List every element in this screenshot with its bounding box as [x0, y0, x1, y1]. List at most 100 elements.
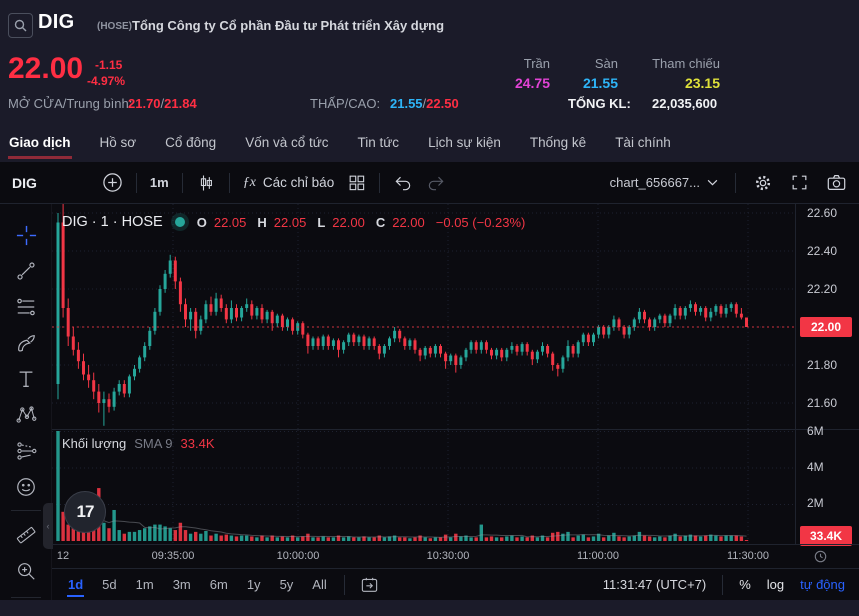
last-volume-axis-badge: 33.4K: [800, 526, 852, 546]
tab-thong-ke[interactable]: Thống kê: [529, 134, 587, 150]
open-average-label: MỞ CỬA/Trung bình:: [8, 96, 133, 111]
crosshair-tool[interactable]: [12, 221, 40, 249]
layout-grid-button[interactable]: [347, 173, 366, 192]
toolbar-divider: [181, 172, 183, 193]
time-axis[interactable]: 12 09:35:00 10:00:00 10:30:00 11:00:00 1…: [52, 544, 859, 568]
measure-ruler-tool[interactable]: [12, 521, 40, 549]
forecast-projection-tool[interactable]: [12, 437, 40, 465]
tab-lich-su-kien[interactable]: Lịch sự kiện: [428, 134, 501, 150]
percent-scale-toggle[interactable]: %: [739, 577, 751, 592]
emoji-tool[interactable]: [12, 473, 40, 501]
volume-axis-label: 4M: [807, 460, 824, 474]
tab-co-dong[interactable]: Cổ đông: [165, 134, 217, 150]
total-volume-label: TỔNG KL:: [568, 96, 631, 111]
text-tool[interactable]: [12, 365, 40, 393]
reference-label: Tham chiếu: [652, 56, 720, 71]
log-scale-toggle[interactable]: log: [766, 577, 785, 592]
indicators-label: Các chỉ báo: [262, 175, 335, 190]
time-axis-label: 11:00:00: [576, 550, 620, 562]
range-5y[interactable]: 5y: [279, 577, 294, 592]
tab-tai-chinh[interactable]: Tài chính: [615, 134, 671, 150]
volume-pane-chart[interactable]: [52, 430, 795, 544]
interval-button[interactable]: 1m: [149, 175, 169, 190]
toolbar-right-group: chart_656667...: [610, 172, 847, 193]
price-pane-candlestick-chart[interactable]: [52, 204, 795, 429]
candle-change-value: −0.05 (−0.23%): [435, 214, 526, 230]
ohlc-legend: DIG · 1 · HOSE O 22.05 H 22.05 L 22.00 C 22.…: [62, 214, 529, 230]
section-tabs: Giao dịch Hồ sơ Cổ đông Vốn và cổ tức Ti…: [8, 124, 672, 160]
chart-settings-button[interactable]: [753, 173, 773, 193]
candlestick-style-icon: [196, 173, 216, 193]
time-axis-clock-icon[interactable]: [814, 550, 827, 563]
price-change-percent: -4.97%: [87, 74, 126, 88]
trend-line-tool[interactable]: [12, 257, 40, 285]
fib-retracement-tool[interactable]: [12, 293, 40, 321]
snapshot-camera-button[interactable]: [826, 173, 847, 192]
indicators-button[interactable]: ƒx Các chỉ báo: [243, 175, 335, 191]
xabcd-pattern-tool[interactable]: [12, 401, 40, 429]
time-axis-label: 10:00:00: [276, 550, 320, 562]
volume-axis-label: 2M: [807, 496, 824, 510]
range-all[interactable]: All: [312, 577, 327, 592]
range-1d[interactable]: 1d: [67, 577, 85, 597]
volume-sma-label: SMA 9: [134, 436, 173, 451]
camera-icon: [826, 173, 847, 192]
volume-legend: Khối lượng SMA 9 33.4K: [62, 436, 215, 451]
price-axis-label: 21.80: [807, 358, 838, 372]
fullscreen-button[interactable]: [790, 173, 809, 192]
time-axis-label: 10:30:00: [426, 550, 470, 562]
symbol-search-button[interactable]: [8, 13, 33, 38]
brush-tool[interactable]: [12, 329, 40, 357]
redo-icon: [426, 174, 446, 192]
open-average-values: 21.70/21.84: [128, 96, 197, 111]
zoom-in-tool[interactable]: [12, 557, 40, 585]
chevron-left-icon: ‹: [46, 521, 50, 531]
toolbar-divider: [228, 172, 230, 193]
undo-button[interactable]: [393, 174, 413, 192]
range-1y[interactable]: 1y: [246, 577, 261, 592]
auto-scale-toggle[interactable]: tự động: [800, 577, 845, 592]
range-3m[interactable]: 3m: [172, 577, 191, 592]
pane-separator[interactable]: [52, 429, 859, 430]
sidebar-collapse-handle[interactable]: ‹: [43, 503, 53, 549]
range-5d[interactable]: 5d: [102, 577, 117, 592]
session-clock[interactable]: 11:31:47 (UTC+7): [602, 577, 707, 592]
tools-divider: [11, 510, 41, 511]
chart-layout-name-button[interactable]: chart_656667...: [610, 175, 718, 190]
tab-von-va-co-tuc[interactable]: Vốn và cổ tức: [245, 134, 329, 150]
tab-giao-dich[interactable]: Giao dịch: [8, 124, 72, 160]
tools-divider: [11, 597, 41, 598]
chart-style-button[interactable]: [196, 173, 216, 193]
time-axis-label: 09:35:00: [151, 550, 195, 562]
redo-button[interactable]: [426, 174, 446, 192]
volume-legend-title[interactable]: Khối lượng: [62, 436, 127, 451]
floor-label: Sàn: [594, 56, 618, 71]
market-status-dot-icon: [174, 217, 185, 227]
price-axis[interactable]: 22.60 22.40 22.20 22.00 21.80 21.60 6M 4…: [795, 204, 859, 546]
low-ohlc-value: 22.00: [332, 214, 365, 230]
open-ohlc-value: 22.05: [213, 214, 247, 230]
calendar-goto-icon: [360, 576, 379, 594]
tradingview-logo[interactable]: 17: [64, 491, 106, 533]
open-label: O: [196, 214, 207, 230]
price-axis-label: 22.60: [807, 206, 838, 220]
exchange-label: (HOSE): [97, 21, 132, 32]
bottom-toolbar-right-group: 11:31:47 (UTC+7) % log tự động: [602, 574, 845, 595]
range-1m[interactable]: 1m: [135, 577, 154, 592]
low-value: 21.55: [390, 96, 423, 111]
chart-symbol-button[interactable]: DIG: [12, 174, 37, 191]
last-price: 22.00: [8, 52, 84, 85]
compare-add-symbol-button[interactable]: [102, 172, 123, 193]
chart-widget: DIG 1m ƒx Các chỉ báo: [0, 162, 859, 600]
legend-symbol-title[interactable]: DIG · 1 · HOSE: [62, 214, 163, 230]
floor-value: 21.55: [582, 75, 618, 91]
time-axis-label: 11:30:00: [726, 550, 770, 562]
tab-ho-so[interactable]: Hồ sơ: [99, 134, 137, 150]
close-label: C: [375, 214, 386, 230]
ceiling-value: 24.75: [514, 75, 550, 91]
tab-tin-tuc[interactable]: Tin tức: [357, 134, 400, 150]
go-to-date-button[interactable]: [360, 576, 379, 594]
range-6m[interactable]: 6m: [209, 577, 228, 592]
open-value: 21.70: [128, 96, 161, 111]
